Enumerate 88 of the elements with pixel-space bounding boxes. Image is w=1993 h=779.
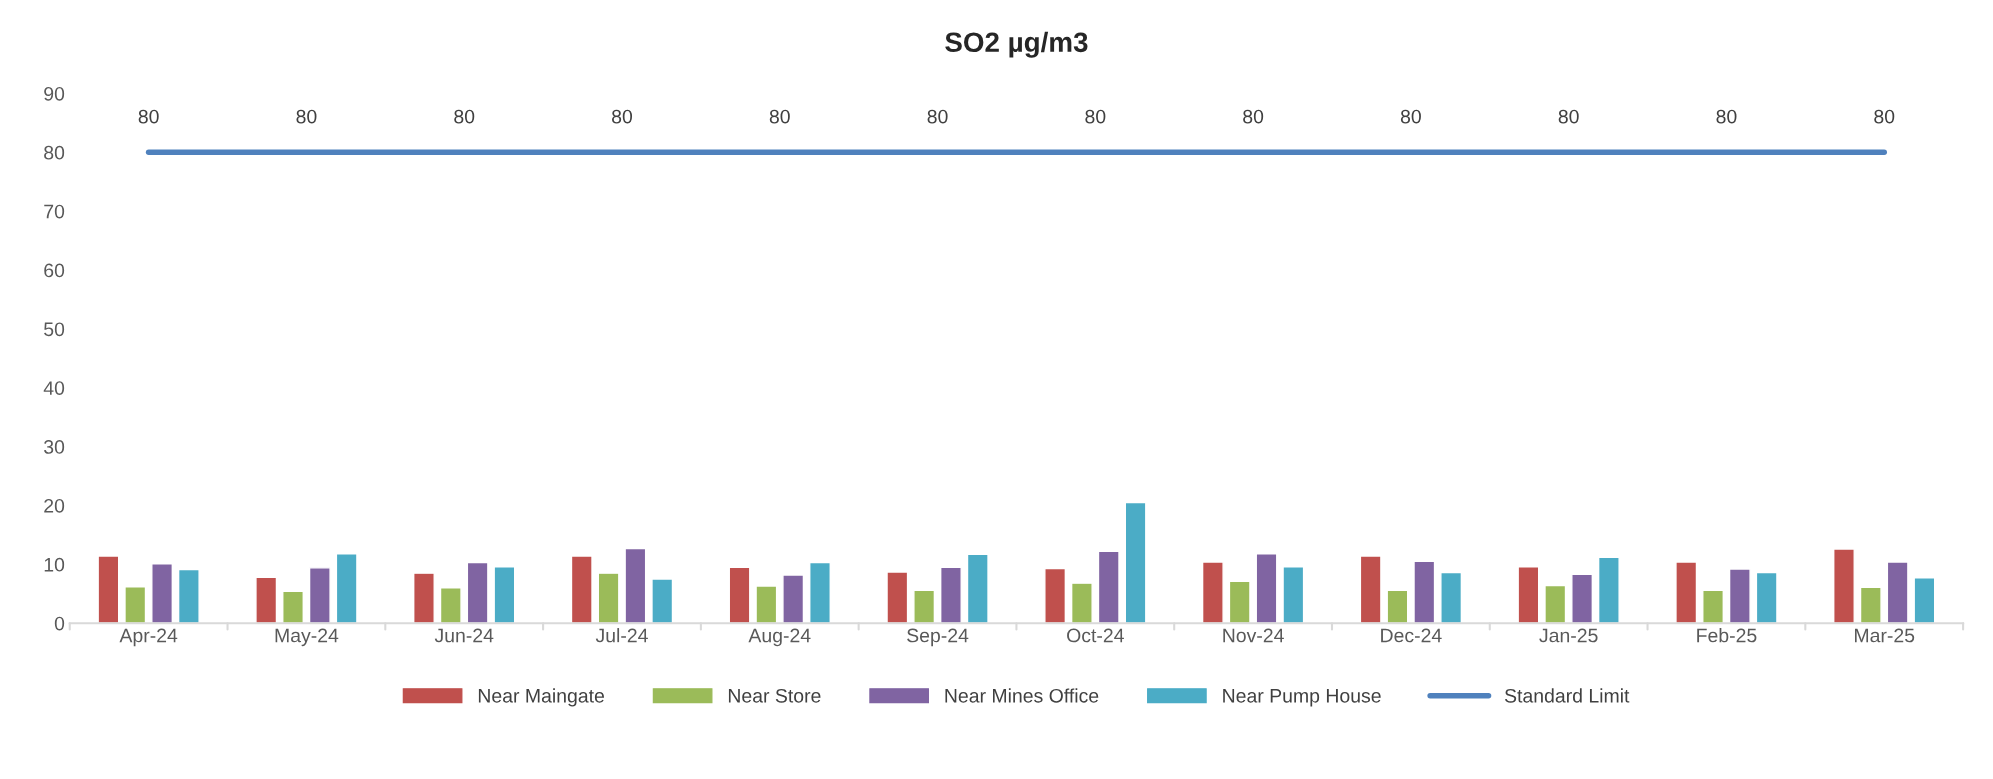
bar <box>966 553 989 624</box>
legend-label: Near Maingate <box>478 688 604 707</box>
bar <box>728 566 751 624</box>
bar <box>651 578 674 624</box>
bar <box>809 561 831 624</box>
data-label: 80 <box>1243 109 1264 124</box>
bar <box>1201 561 1224 624</box>
bar <box>1702 589 1724 624</box>
bar <box>255 576 278 624</box>
bar <box>624 547 647 624</box>
bar <box>1571 573 1594 624</box>
bar <box>308 567 331 624</box>
bar <box>1886 561 1909 624</box>
y-tick-label: 50 <box>44 322 65 337</box>
bar <box>493 566 516 624</box>
x-tick-label: Mar-25 <box>1855 628 1915 643</box>
bar <box>1070 582 1093 624</box>
bar <box>1282 566 1305 624</box>
bar <box>177 568 200 624</box>
x-tick-label: Sep-24 <box>907 628 969 647</box>
legend-label: Near Pump House <box>1223 689 1381 707</box>
bar <box>597 572 620 624</box>
bar <box>1913 577 1936 624</box>
data-label: 80 <box>138 109 159 124</box>
y-tick-label: 20 <box>44 498 65 513</box>
data-label: 80 <box>1400 109 1421 124</box>
bar <box>570 555 593 624</box>
chart-title: SO2 µg/m3 <box>945 31 1088 58</box>
legend-label: Near Mines Office <box>945 688 1099 703</box>
data-label: 80 <box>296 109 317 124</box>
bar <box>1359 555 1382 624</box>
data-label: 80 <box>1085 109 1106 124</box>
x-tick-label: Aug-24 <box>748 628 811 647</box>
bar <box>1097 550 1120 624</box>
y-tick-label: 30 <box>44 440 65 454</box>
bar <box>1544 584 1567 624</box>
y-tick-label: 90 <box>44 86 65 101</box>
bar <box>1675 561 1698 624</box>
bar <box>335 553 358 624</box>
bar <box>413 572 435 624</box>
y-tick-label: 0 <box>54 616 65 631</box>
bar <box>1386 589 1409 624</box>
bar <box>1255 553 1278 624</box>
bar <box>755 585 778 624</box>
bar <box>1728 568 1751 624</box>
bar <box>97 555 120 624</box>
bar <box>1413 560 1436 624</box>
bar <box>913 589 936 624</box>
x-tick-label: May-24 <box>275 628 339 647</box>
legend-label: Near Store <box>728 688 821 703</box>
x-tick-label: Nov-24 <box>1223 628 1284 643</box>
x-tick-label: Oct-24 <box>1067 628 1124 643</box>
y-tick-label: 10 <box>44 557 65 572</box>
data-label: 80 <box>1874 109 1895 124</box>
bar <box>1597 556 1620 624</box>
bar <box>1124 501 1147 624</box>
bar <box>782 574 805 624</box>
bar <box>1517 566 1540 624</box>
x-tick-label: Feb-25 <box>1697 628 1757 643</box>
data-label: 80 <box>1558 109 1579 124</box>
data-label: 80 <box>1716 109 1737 124</box>
x-tick-label: Jun-24 <box>434 628 494 643</box>
bar <box>124 586 147 624</box>
y-tick-label: 70 <box>44 204 65 219</box>
bar <box>886 571 909 624</box>
x-tick-label: Jul-24 <box>595 628 648 643</box>
bar <box>1833 548 1855 624</box>
bar <box>439 587 462 624</box>
legend-label: Standard Limit <box>1504 688 1630 703</box>
y-tick-label: 60 <box>44 263 65 278</box>
bar <box>151 563 174 624</box>
bar <box>1440 571 1463 624</box>
data-label: 80 <box>454 109 475 124</box>
y-tick-label: 40 <box>43 381 65 396</box>
bar <box>1859 586 1882 624</box>
bar <box>940 566 962 624</box>
data-label: 80 <box>612 109 633 124</box>
x-tick-label: Jan-25 <box>1539 628 1598 643</box>
data-label: 80 <box>927 109 948 124</box>
bar <box>466 561 489 624</box>
data-label: 80 <box>769 109 790 124</box>
y-tick-label: 80 <box>44 145 65 160</box>
bar <box>1755 571 1778 624</box>
bar <box>1228 580 1251 624</box>
x-tick-label: Dec-24 <box>1381 628 1442 643</box>
bar <box>282 590 304 624</box>
bar <box>1044 567 1067 624</box>
x-tick-label: Apr-24 <box>119 628 178 647</box>
